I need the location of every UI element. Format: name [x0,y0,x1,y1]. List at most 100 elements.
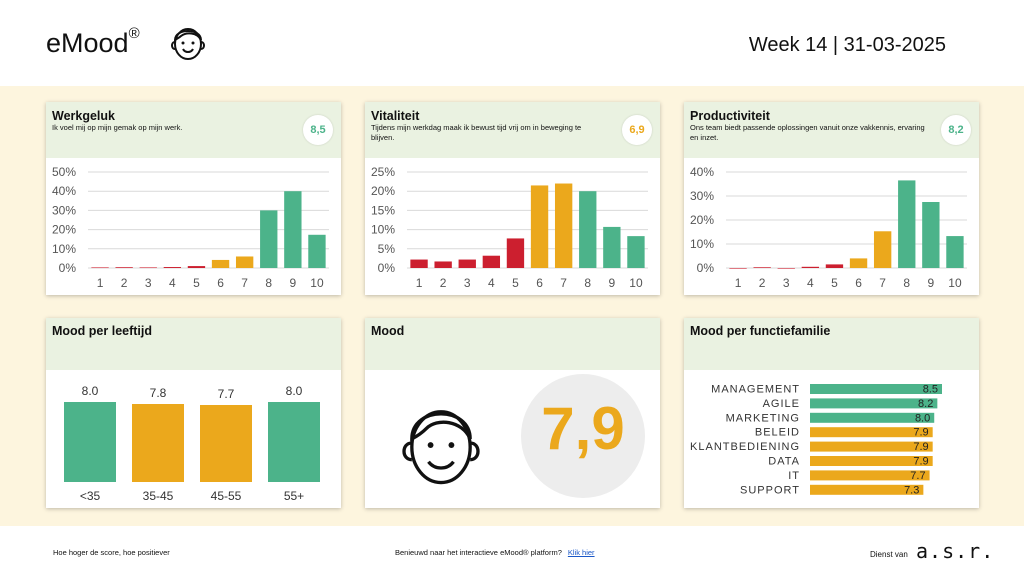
card-header: Werkgeluk Ik voel mij op mijn gemak op m… [46,102,341,158]
mood-value: 7,9 [541,395,625,462]
bar [810,484,924,495]
card-header: Mood per leeftijd [46,318,341,370]
header-bar: eMood® Week 14 | 31-03-2025 [0,0,1024,86]
category-label: BELEID [755,427,800,439]
bar [777,268,795,269]
footer-service: Dienst van [870,550,908,559]
category-label: KLANTBEDIENING [690,441,800,453]
card-description: Ons team biedt passende oplossingen vanu… [690,123,925,142]
bar-value-label: 8.2 [918,398,933,410]
x-tick-label: 5 [831,276,838,290]
y-tick-label: 0% [378,261,396,275]
bar [753,267,771,268]
bar-value-label: 7.9 [913,427,928,439]
card-header: Productiviteit Ons team biedt passende o… [684,102,979,158]
bar [530,185,549,268]
bar-value-label: 7.8 [150,386,167,400]
y-tick-label: 0% [59,261,77,275]
bar [579,191,597,268]
bar [139,267,157,269]
x-tick-label: 5 [512,276,519,290]
x-tick-label: 5 [193,276,200,290]
x-tick-label: 9 [290,276,297,290]
bar [898,180,916,268]
bar [115,267,133,268]
bar [434,261,452,268]
x-tick-label: 3 [145,276,152,290]
bar [729,268,747,269]
bar [132,404,184,482]
category-label: MARKETING [726,412,800,424]
x-tick-label: 8 [903,276,910,290]
x-tick-label: 4 [488,276,495,290]
y-tick-label: 30% [690,189,714,203]
card-title: Productiviteit [690,109,770,123]
x-tick-label: 2 [440,276,447,290]
face-icon [402,410,480,485]
x-tick-label: 2 [121,276,128,290]
card-title: Mood per functiefamilie [690,324,831,338]
card-mood: Mood 7,9 [365,318,660,508]
face-icon [171,28,205,60]
x-tick-label: 10 [310,276,324,290]
leeftijd-chart: 8.0 <35 7.8 35-45 7.7 45-55 8.0 55+ [64,384,320,503]
footer [0,526,1024,576]
mood-circle [521,374,645,498]
functiefamilie-chart: MANAGEMENT 8.5 AGILE 8.2 MARKETING 8.0 BELEID 7… [690,384,942,496]
category-label: IT [788,470,800,482]
x-tick-label: 7 [879,276,886,290]
x-tick-label: 8 [265,276,272,290]
bar [200,405,252,482]
bar [268,402,320,482]
bar-value-label: 8.5 [923,384,938,396]
y-tick-label: 10% [690,237,714,251]
bar-value-label: 7.9 [913,456,928,468]
y-tick-label: 10% [371,223,395,237]
x-tick-label: 1 [735,276,742,290]
y-tick-label: 10% [52,242,76,256]
x-tick-label: 6 [855,276,862,290]
bar [308,234,326,268]
bar [810,441,933,452]
bar [946,236,964,268]
footer-platform: Benieuwd naar het interactieve eMood® pl… [395,548,595,557]
bar [849,258,868,268]
bar [482,255,501,268]
bar [810,470,930,481]
x-tick-label: 9 [609,276,616,290]
footer-platform-text: Benieuwd naar het interactieve eMood® pl… [395,548,562,557]
klik-hier-link[interactable]: Klik hier [567,548,595,557]
x-tick-label: 3 [783,276,790,290]
y-tick-label: 15% [371,203,395,217]
x-tick-label: 10 [948,276,962,290]
category-label: SUPPORT [740,484,800,496]
card-mood-functiefamilie: Mood per functiefamilie MANAGEMENT 8.5 AGI… [684,318,979,508]
card-header: Mood [365,318,660,370]
bar [873,231,892,268]
bar [163,267,182,268]
bar [810,384,942,394]
x-tick-label: 45-55 [211,489,242,503]
week-date: Week 14 | 31-03-2025 [748,34,946,56]
y-tick-label: 20% [52,223,76,237]
bar [260,210,278,268]
x-tick-label: 1 [416,276,423,290]
card-header: Mood per functiefamilie [684,318,979,370]
footer-note: Hoe hoger de score, hoe positiever [53,548,170,557]
bar-value-label: 8.0 [286,384,303,398]
bar [91,267,109,269]
x-tick-label: <35 [80,489,101,503]
bar [187,266,206,268]
x-tick-label: 7 [241,276,248,290]
x-tick-label: 1 [97,276,104,290]
category-label: MANAGEMENT [711,384,800,396]
bar [211,259,230,268]
x-tick-label: 8 [584,276,591,290]
bar [825,264,844,268]
card-title: Mood [371,324,405,338]
bar [410,259,428,268]
bar [458,259,476,268]
card-title: Werkgeluk [52,109,115,123]
x-tick-label: 9 [928,276,935,290]
productiviteit-chart: 0% 10% 20% 30% 40% 1 2 3 4 5 6 7 8 9 10 [690,165,967,290]
